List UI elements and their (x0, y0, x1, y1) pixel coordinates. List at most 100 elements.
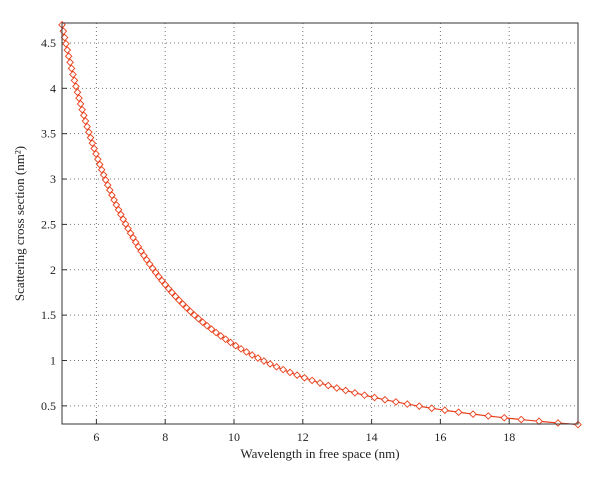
data-series (58, 20, 582, 429)
data-point (254, 354, 262, 362)
data-point (124, 224, 132, 233)
data-point (231, 341, 240, 350)
data-point (360, 391, 369, 400)
data-point (101, 176, 110, 184)
data-point (121, 220, 130, 228)
data-point (178, 300, 187, 308)
data-point (131, 238, 140, 247)
data-point (392, 398, 400, 406)
data-point (69, 70, 77, 79)
data-point (207, 325, 216, 334)
data-point (105, 186, 114, 194)
data-point (78, 105, 87, 114)
data-point (190, 311, 199, 319)
x-tick-label: 12 (297, 430, 309, 444)
data-point (112, 201, 121, 209)
y-tick-label: 2.5 (41, 217, 56, 231)
data-point (73, 88, 82, 97)
data-point (86, 133, 95, 142)
x-tick-label: 14 (366, 430, 378, 444)
data-point (72, 82, 80, 91)
data-point (381, 395, 389, 404)
data-point (85, 128, 93, 137)
data-point (308, 376, 316, 385)
data-point (81, 117, 90, 125)
x-axis-label: Wavelength in free space (nm) (240, 446, 399, 461)
data-point (286, 368, 294, 377)
data-point (94, 155, 102, 164)
x-tick-label: 8 (162, 430, 168, 444)
x-tick-label: 18 (503, 430, 515, 444)
data-point (79, 111, 88, 120)
data-point (316, 379, 324, 387)
data-point (554, 419, 562, 427)
data-point (126, 229, 135, 238)
data-point (75, 94, 83, 102)
data-point (151, 268, 160, 277)
data-point (293, 371, 301, 379)
data-point (203, 321, 211, 330)
data-point (324, 381, 333, 390)
y-tick-label: 2 (50, 263, 56, 277)
data-point (103, 181, 112, 189)
data-point (90, 144, 98, 153)
data-point (300, 373, 309, 382)
y-tick-label: 1 (50, 353, 56, 367)
data-point (142, 255, 151, 264)
data-point (351, 389, 359, 397)
y-tick-label: 0.5 (41, 399, 56, 413)
data-point (66, 58, 74, 67)
data-point (248, 351, 256, 359)
data-point (63, 46, 72, 54)
data-point (158, 276, 166, 285)
y-tick-label: 4 (50, 81, 56, 95)
data-point (500, 413, 509, 422)
data-point (129, 233, 137, 242)
data-point (454, 408, 463, 417)
data-point (469, 410, 477, 418)
data-point (484, 412, 493, 420)
data-point (198, 318, 207, 327)
data-point (237, 345, 245, 353)
y-tick-label: 1.5 (41, 308, 56, 322)
data-point (168, 288, 176, 297)
data-point (140, 251, 148, 260)
data-point (70, 76, 79, 85)
data-point (161, 280, 170, 289)
data-point (194, 314, 203, 323)
data-point (110, 196, 118, 204)
data-point (137, 247, 145, 255)
y-tick-label: 4.5 (41, 36, 56, 50)
data-point (148, 264, 157, 273)
data-point (186, 307, 195, 316)
plot-frame (61, 22, 579, 425)
data-point (221, 335, 230, 344)
data-point (216, 332, 225, 340)
data-point (97, 165, 106, 174)
x-tick-label: 10 (228, 430, 240, 444)
data-point (59, 27, 68, 36)
data-point (67, 64, 76, 73)
data-point (108, 191, 116, 199)
x-tick-label: 6 (93, 430, 99, 444)
data-point (332, 384, 341, 392)
data-point (266, 360, 274, 368)
data-point (64, 52, 73, 61)
data-point (134, 242, 143, 251)
data-point (145, 260, 154, 268)
data-point (88, 139, 97, 147)
data-point (182, 303, 191, 312)
data-point (92, 150, 100, 158)
tick-labels: 6 8 10 12 14 16 18 0.5 1 1.5 2 2.5 3 3.5 4 4.5 (41, 36, 515, 444)
x-tick-label: 16 (434, 430, 446, 444)
y-tick-label: 3.5 (41, 127, 56, 141)
data-point (441, 406, 449, 415)
data-point (272, 362, 281, 371)
data-point (164, 284, 173, 293)
data-point (226, 338, 235, 347)
data-point (260, 357, 268, 365)
y-axis-label: Scattering cross section (nm²) (12, 146, 27, 301)
data-point (341, 386, 350, 395)
data-point (99, 171, 108, 179)
